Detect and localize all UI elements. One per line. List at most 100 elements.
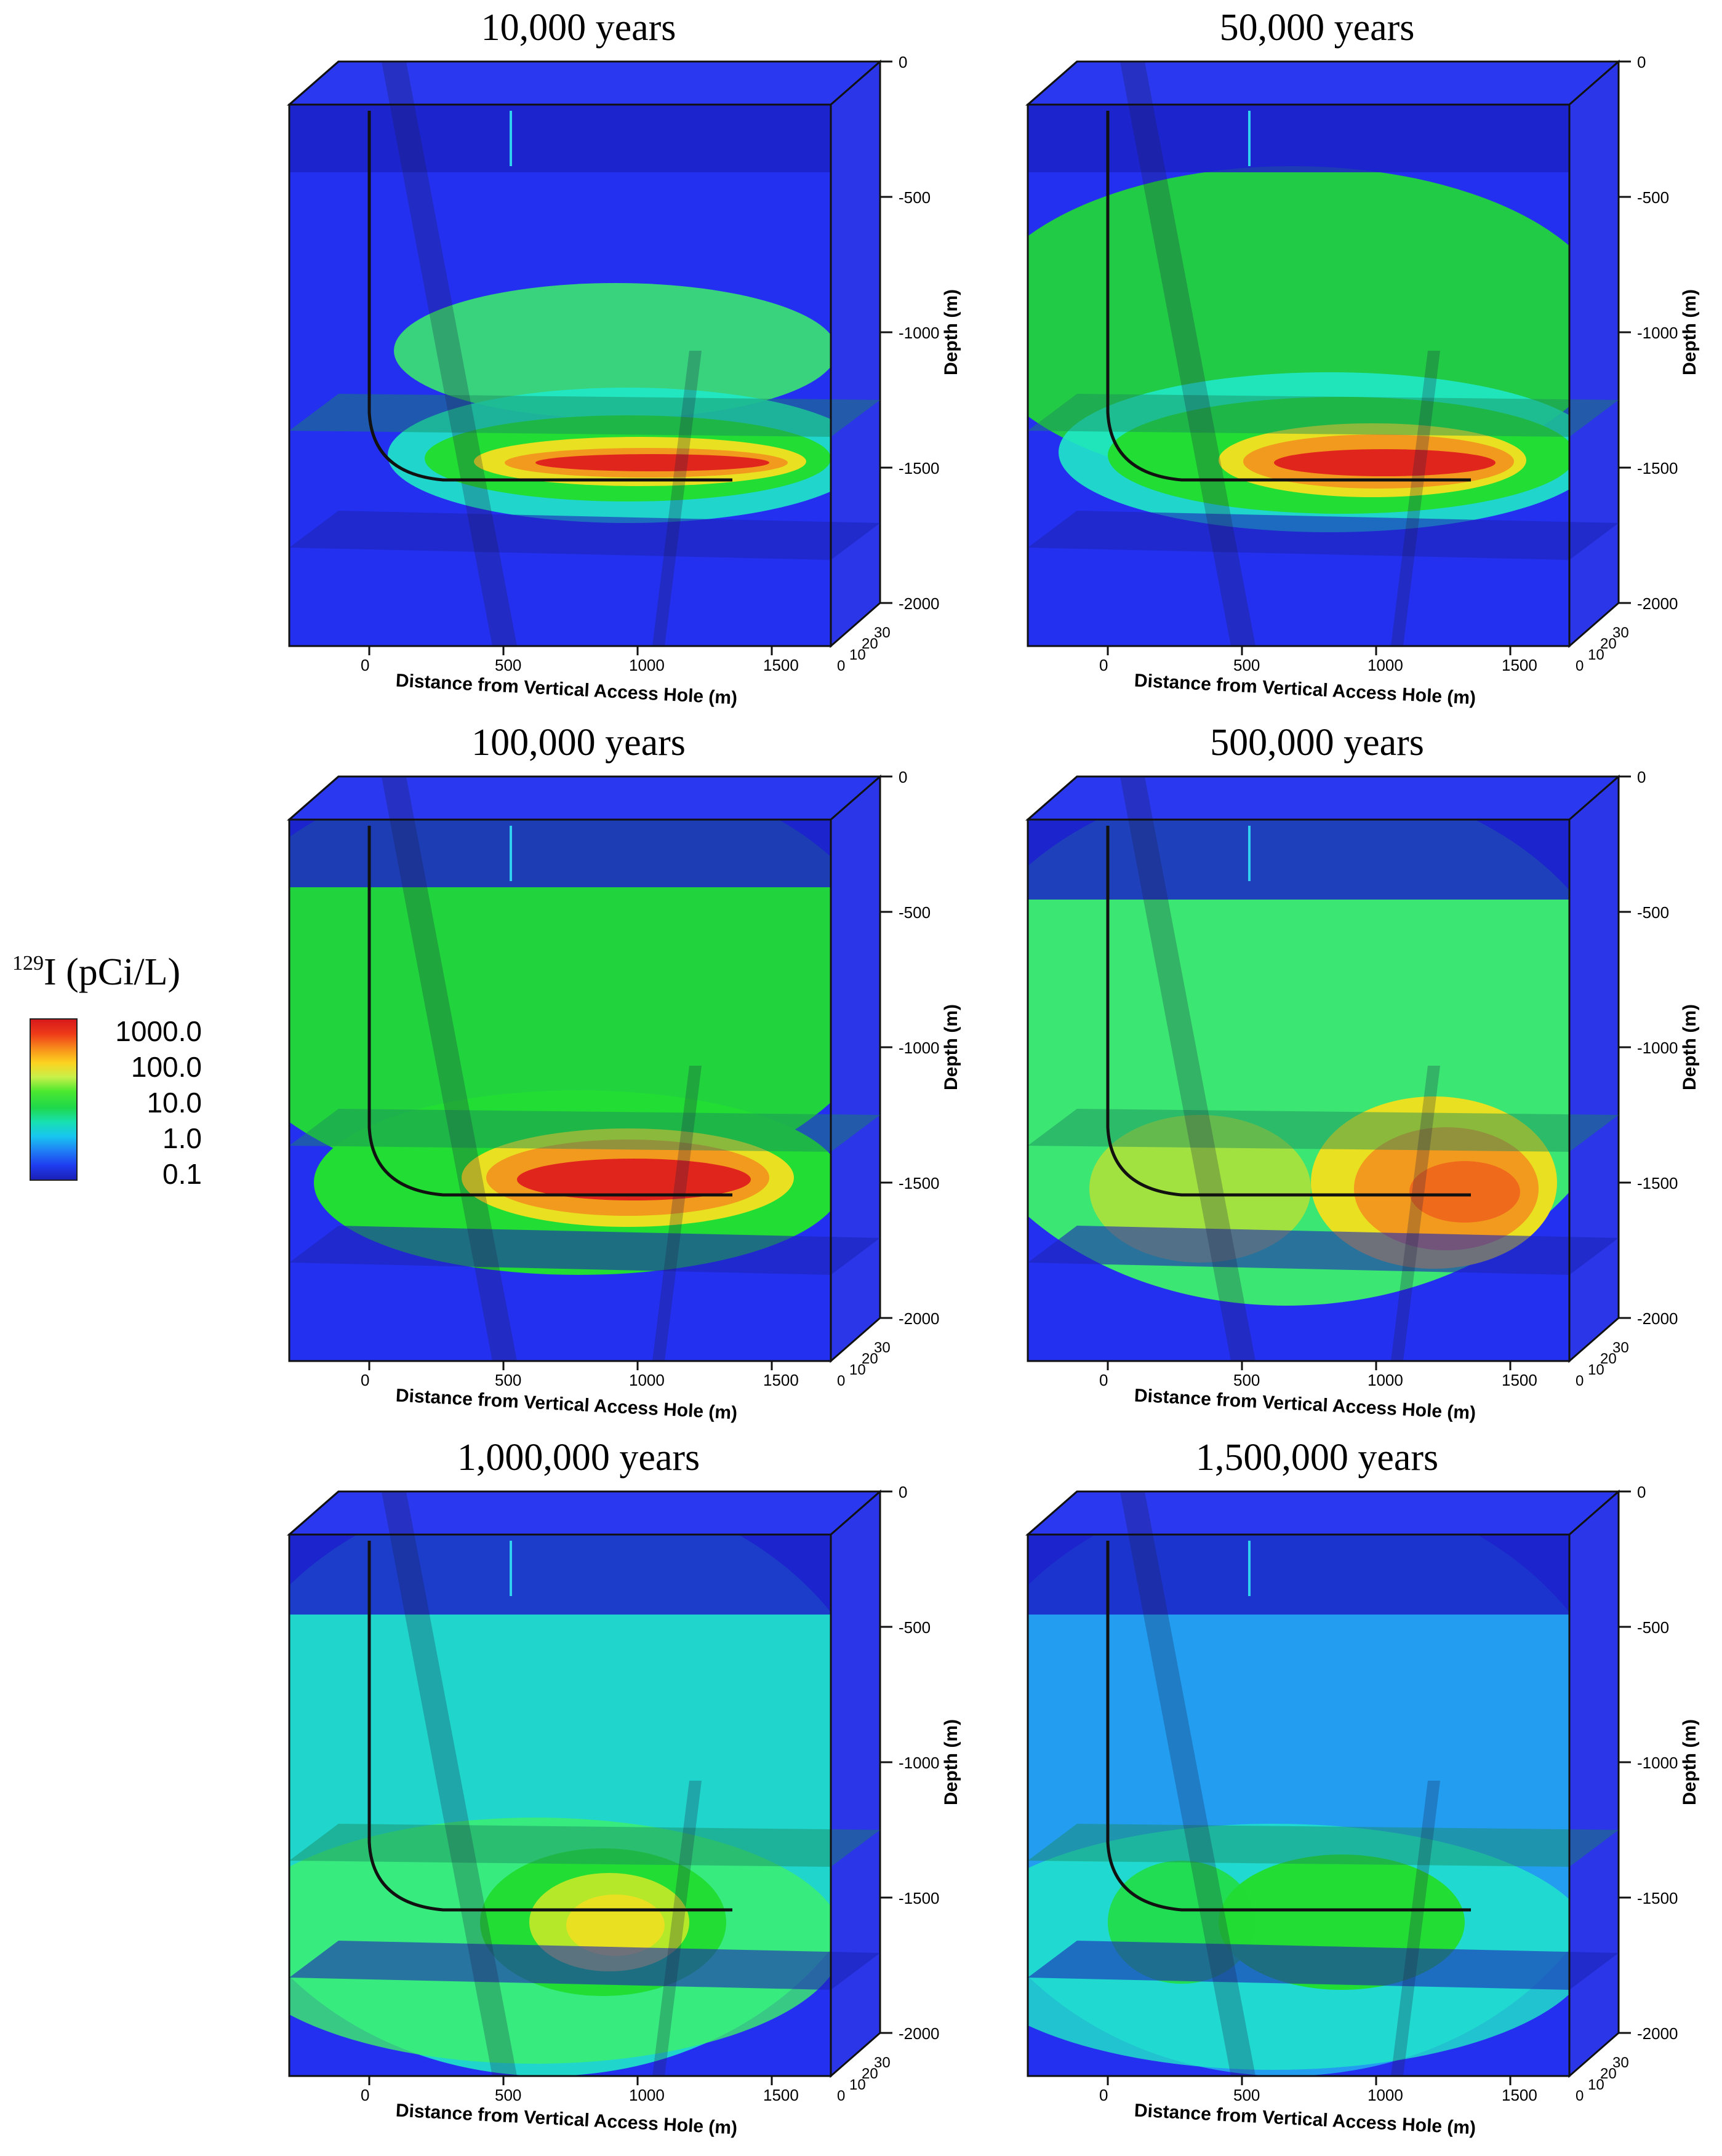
borehole [1106, 1541, 1471, 1912]
depth-axis-label: Depth (m) [1680, 1004, 1700, 1090]
front-outline [288, 818, 832, 1362]
depth-tick-label: 0 [1637, 53, 1646, 71]
z-tick-label: 30 [874, 1340, 891, 1356]
depth-tick-label: -1000 [899, 1754, 940, 1772]
x-tick-label: 500 [1233, 656, 1260, 674]
x-tick-label: 1000 [1368, 2086, 1403, 2104]
mid-slab [1028, 1109, 1619, 1152]
fault-zone [652, 1066, 702, 1361]
depth-tick-label: -2000 [899, 594, 940, 613]
block-side-face [1568, 1489, 1620, 2078]
x-axis-label: Distance from Vertical Access Hole (m) [1134, 2100, 1476, 2138]
block-top-face [287, 60, 883, 106]
depth-tick-label: 0 [899, 1483, 907, 1501]
colorbar [30, 1018, 78, 1181]
x-tick-label: 1500 [763, 2086, 799, 2104]
z-tick-label: 20 [862, 636, 878, 652]
block-side-face [830, 1489, 881, 2078]
z-tick-label: 30 [874, 625, 891, 641]
borehole [1106, 111, 1471, 482]
block-side-face [830, 59, 881, 649]
x-tick-label: 500 [1233, 2086, 1260, 2104]
depth-tick-label: -500 [1637, 1618, 1669, 1637]
lower-slab [1028, 1941, 1619, 1990]
plot-panel: 500,000 years 0 -500 -1000 -1500 -2000 Depth (… [997, 721, 1722, 1435]
block-top-face [1025, 1490, 1621, 1536]
depth-axis-label: Depth (m) [941, 289, 961, 375]
depth-tick-label: -500 [1637, 188, 1669, 207]
depth-tick-label: -500 [1637, 903, 1669, 922]
x-axis-label: Distance from Vertical Access Hole (m) [395, 1385, 738, 1423]
depth-tick-label: -2000 [899, 2024, 940, 2043]
upper-layer-band [1028, 105, 1569, 172]
depth-tick-label: -1500 [899, 1174, 940, 1192]
lower-slab [1028, 511, 1619, 560]
x-tick-label: 1500 [763, 1371, 799, 1389]
block-model: 0 -500 -1000 -1500 -2000 Depth (m) 0 500 1000 150… [287, 768, 961, 1424]
depth-tick-label: -1000 [1637, 1039, 1678, 1057]
mid-slab [289, 1109, 880, 1152]
borehole [1106, 826, 1471, 1197]
lower-slab [289, 511, 880, 560]
lower-slab [289, 1226, 880, 1275]
x-tick-label: 0 [1099, 2086, 1108, 2104]
depth-tick-label: -1500 [1637, 1889, 1678, 1907]
depth-tick-label: -2000 [899, 1309, 940, 1328]
front-outline [1027, 1533, 1571, 2077]
z-tick-label: 0 [837, 658, 845, 674]
block-model: 0 -500 -1000 -1500 -2000 Depth (m) 0 500 1000 150… [287, 53, 961, 709]
z-tick-label: 20 [1600, 1351, 1617, 1367]
depth-tick-label: -500 [899, 903, 931, 922]
fault-zone [652, 351, 702, 646]
x-tick-label: 0 [1099, 1371, 1108, 1389]
fault-zone [1120, 62, 1255, 646]
legend-title: 129I (pCi/L) [12, 951, 181, 993]
x-tick-label: 1000 [1368, 656, 1403, 674]
borehole [367, 1541, 732, 1912]
z-tick-label: 0 [1576, 1373, 1584, 1389]
z-tick-label: 30 [1612, 2054, 1629, 2071]
z-tick-label: 30 [1612, 1340, 1629, 1356]
concentration-plume [1089, 1115, 1311, 1263]
block-top-face [1025, 60, 1621, 106]
panel-title: 100,000 years [471, 722, 686, 764]
block-top-face [287, 775, 883, 821]
z-tick-label: 20 [1600, 636, 1617, 652]
plot-panel: 50,000 years 0 -500 -1000 -1500 -2000 Depth (m… [997, 6, 1722, 720]
depth-tick-label: -2000 [1637, 594, 1678, 613]
z-tick-label: 10 [1588, 2077, 1604, 2093]
x-tick-label: 500 [495, 1371, 521, 1389]
z-tick-label: 20 [862, 1351, 878, 1367]
panel-title: 1,000,000 years [457, 1437, 700, 1479]
concentration-plume [517, 1159, 751, 1200]
x-tick-label: 0 [361, 2086, 369, 2104]
x-tick-label: 1000 [629, 2086, 665, 2104]
depth-tick-label: -1000 [899, 1039, 940, 1057]
depth-tick-label: 0 [1637, 768, 1646, 786]
panel-title: 50,000 years [1219, 7, 1415, 49]
depth-tick-label: -1500 [1637, 1174, 1678, 1192]
z-tick-label: 10 [849, 2077, 866, 2093]
x-tick-label: 1500 [1502, 656, 1537, 674]
depth-tick-label: 0 [899, 53, 907, 71]
fault-zone [1120, 1491, 1255, 2076]
x-tick-label: 1000 [1368, 1371, 1403, 1389]
x-axis-label: Distance from Vertical Access Hole (m) [1134, 1385, 1476, 1423]
depth-axis-label: Depth (m) [941, 1719, 961, 1805]
x-tick-label: 1500 [763, 656, 799, 674]
panel-title: 1,500,000 years [1195, 1437, 1439, 1479]
depth-tick-label: -1500 [899, 1889, 940, 1907]
z-tick-label: 20 [862, 2066, 878, 2082]
fault-zone [382, 1491, 517, 2076]
block-model: 0 -500 -1000 -1500 -2000 Depth (m) 0 500 1000 150… [1025, 53, 1700, 709]
block-model: 0 -500 -1000 -1500 -2000 Depth (m) 0 500 1000 150… [287, 1483, 961, 2139]
x-tick-label: 1000 [629, 1371, 665, 1389]
z-tick-label: 30 [1612, 625, 1629, 641]
mid-slab [1028, 394, 1619, 437]
depth-axis-label: Depth (m) [941, 1004, 961, 1090]
x-tick-label: 500 [1233, 1371, 1260, 1389]
z-tick-label: 20 [1600, 2066, 1617, 2082]
x-axis-label: Distance from Vertical Access Hole (m) [395, 670, 738, 708]
x-tick-label: 0 [1099, 656, 1108, 674]
z-tick-label: 10 [849, 1362, 866, 1378]
